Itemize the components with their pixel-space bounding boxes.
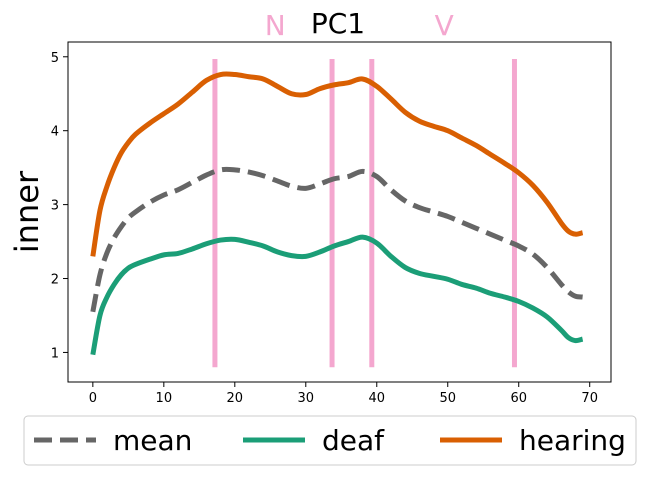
legend-label-hearing: hearing xyxy=(519,424,626,457)
y-axis-label: inner xyxy=(8,170,46,253)
plot-frame xyxy=(67,41,612,383)
x-tick-label: 40 xyxy=(368,391,385,406)
series-line-deaf xyxy=(90,234,584,356)
series-line-hearing xyxy=(90,71,584,257)
y-tick-label: 3 xyxy=(51,199,59,214)
x-tick-label: 50 xyxy=(439,391,456,406)
y-axis-ticks: 1 2 3 4 5 xyxy=(51,51,68,361)
series-line-mean xyxy=(90,166,583,313)
x-tick-label: 20 xyxy=(227,391,244,406)
x-axis-ticks: 0 10 20 30 40 50 60 70 xyxy=(89,382,598,406)
legend-box xyxy=(23,415,637,466)
series-lines xyxy=(90,71,584,356)
marker-label: V xyxy=(435,9,454,42)
legend-label-mean: mean xyxy=(113,424,192,457)
x-tick-label: 70 xyxy=(581,391,598,406)
y-tick-label: 4 xyxy=(51,125,59,140)
x-tick-label: 60 xyxy=(510,391,527,406)
x-tick-label: 30 xyxy=(298,391,315,406)
x-tick-label: 10 xyxy=(156,391,173,406)
legend-label-deaf: deaf xyxy=(322,424,385,457)
marker-lines xyxy=(212,59,517,368)
chart-title: PC1 xyxy=(311,7,365,40)
marker-label: N xyxy=(265,9,286,42)
y-tick-label: 2 xyxy=(51,273,59,288)
y-tick-label: 1 xyxy=(51,346,59,361)
x-tick-label: 0 xyxy=(89,391,97,406)
y-tick-label: 5 xyxy=(51,51,59,66)
legend: mean deaf hearing xyxy=(23,415,637,466)
